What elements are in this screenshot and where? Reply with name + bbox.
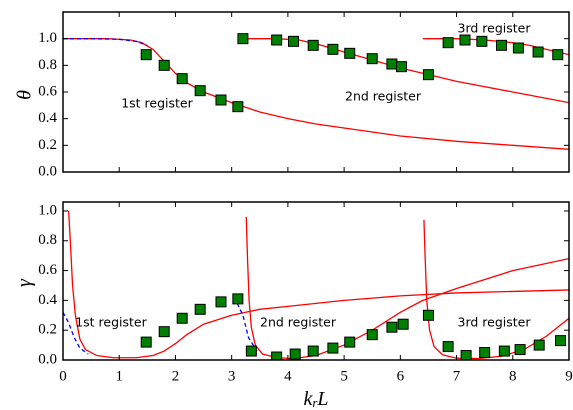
x-tick-label: 5 (340, 368, 348, 384)
data-point (215, 296, 227, 308)
y-axis-label: θ (14, 90, 36, 100)
data-point (232, 101, 244, 113)
data-point (442, 37, 454, 49)
data-point (386, 321, 398, 333)
data-point (237, 33, 249, 45)
annotation: 1st register (75, 315, 147, 330)
x-tick-label: 2 (172, 368, 180, 384)
data-point (552, 49, 564, 61)
curve (63, 311, 89, 355)
x-tick-label: 7 (453, 368, 461, 384)
data-point (479, 347, 491, 359)
y-tick-label: 0.2 (38, 322, 57, 338)
y-tick-label: 0.4 (38, 292, 57, 308)
x-tick-label: 6 (397, 368, 405, 384)
x-tick-label: 9 (565, 368, 573, 384)
annotation: 2nd register (260, 315, 337, 330)
data-point (476, 35, 488, 47)
plot-area (63, 210, 569, 360)
curve (63, 38, 569, 150)
y-tick-label: 0.0 (38, 351, 57, 367)
plot-area (63, 33, 569, 150)
y-tick-label: 1.0 (38, 202, 57, 218)
data-point (422, 69, 434, 81)
y-tick-label: 0.6 (38, 83, 57, 99)
data-point (386, 58, 398, 70)
x-axis-label-sub: r (312, 395, 318, 410)
curve (63, 38, 148, 46)
x-tick-label: 4 (284, 368, 292, 384)
data-point (158, 59, 170, 71)
data-point (307, 39, 319, 51)
curve (236, 303, 258, 352)
data-point (245, 345, 257, 357)
data-point (533, 339, 545, 351)
data-point (442, 341, 454, 353)
data-point (140, 336, 152, 348)
data-point (422, 309, 434, 321)
curve (422, 38, 569, 56)
data-point (514, 344, 526, 356)
data-point (344, 336, 356, 348)
data-point (307, 345, 319, 357)
curve (67, 210, 569, 359)
data-point (140, 49, 152, 61)
data-point (496, 39, 508, 51)
data-point (271, 34, 283, 46)
data-point (498, 345, 510, 357)
data-point (289, 348, 301, 360)
y-tick-label: 0.6 (38, 262, 57, 278)
y-axis-label: γ (14, 278, 36, 287)
data-point (176, 73, 188, 85)
x-axis-label-part: k (303, 388, 313, 410)
data-point (344, 47, 356, 59)
data-point (327, 342, 339, 354)
annotation: 1st register (121, 96, 193, 111)
data-point (232, 293, 244, 305)
y-tick-label: 0.4 (38, 110, 57, 126)
y-tick-label: 0.0 (38, 163, 57, 179)
curve (423, 219, 569, 360)
x-tick-label: 0 (59, 368, 67, 384)
data-point (555, 335, 567, 347)
y-tick-label: 0.8 (38, 232, 57, 248)
data-point (176, 312, 188, 324)
data-point (288, 35, 300, 47)
y-tick-label: 0.8 (38, 57, 57, 73)
x-axis-label: krL (303, 388, 328, 410)
axes-frame (62, 201, 570, 361)
data-point (532, 46, 544, 58)
x-tick-label: 1 (115, 368, 123, 384)
annotation: 3rd register (458, 315, 532, 330)
x-tick-label: 3 (228, 368, 236, 384)
data-point (366, 53, 378, 65)
data-point (194, 85, 206, 97)
data-point (158, 326, 170, 338)
data-point (271, 351, 283, 360)
annotation: 3rd register (458, 21, 532, 36)
data-point (459, 34, 471, 46)
x-tick-label: 8 (509, 368, 517, 384)
data-point (397, 318, 409, 330)
y-tick-label: 1.0 (38, 30, 57, 46)
data-point (215, 94, 227, 106)
data-point (327, 43, 339, 55)
data-point (395, 61, 407, 73)
data-point (366, 329, 378, 341)
axes-frame (62, 11, 570, 173)
data-point (460, 350, 472, 360)
curve (245, 216, 569, 360)
annotation: 2nd register (345, 89, 422, 104)
x-axis-label-part: L (316, 388, 328, 410)
y-tick-label: 0.2 (38, 137, 57, 153)
data-point (194, 303, 206, 315)
data-point (512, 42, 524, 54)
